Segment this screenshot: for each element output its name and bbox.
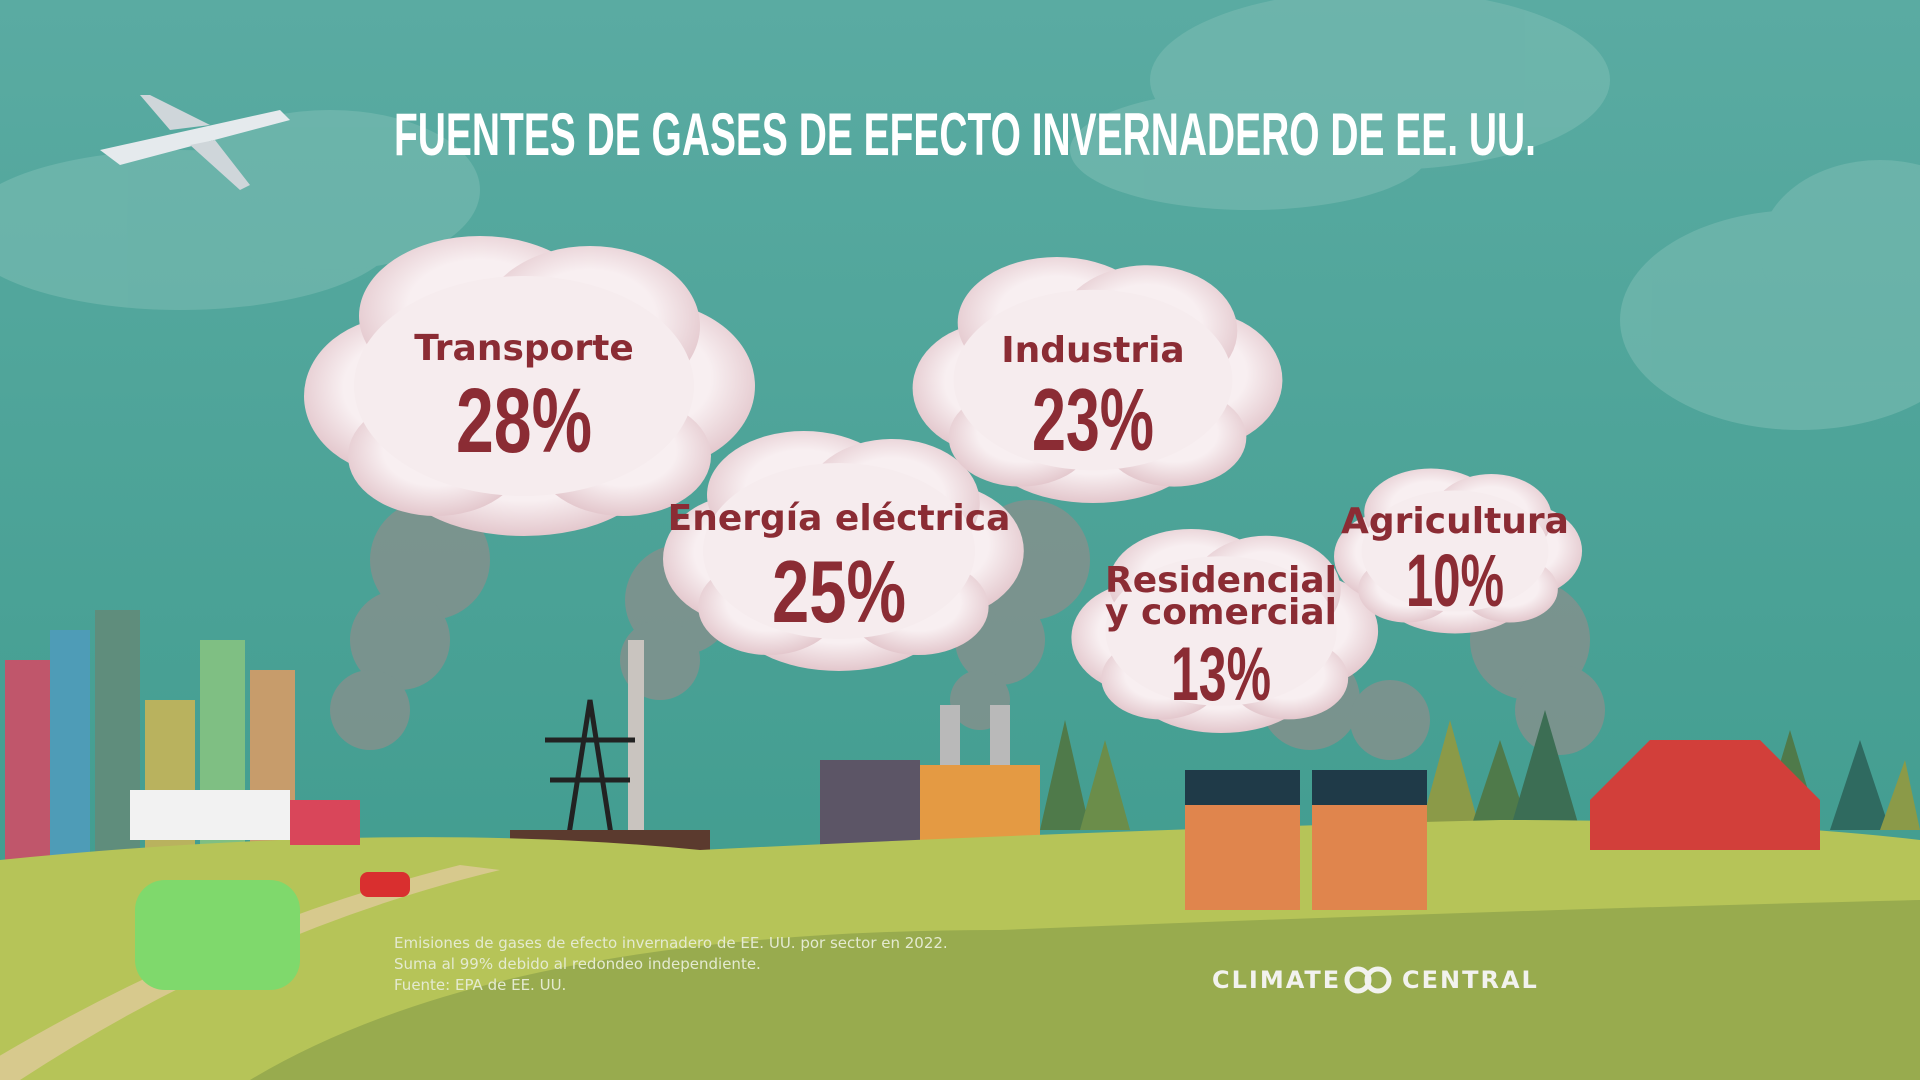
sector-label: Energía eléctrica [668,498,1011,539]
sector-value: 28% [456,370,592,472]
footnote-line: Suma al 99% debido al redondeo independi… [394,955,761,973]
sector-value: 23% [1032,370,1154,469]
cloud-core [1105,556,1337,706]
hill-front [250,900,1920,1080]
logo: CLIMATE CENTRAL [1212,966,1539,994]
vehicles [130,790,410,990]
sector-value: 25% [772,542,906,641]
road [0,865,500,1080]
background-clouds [0,0,1920,430]
title: FUENTES DE GASES DE EFECTO INVERNADERO D… [394,101,1536,168]
logo-right: CENTRAL [1402,966,1539,994]
barn [1590,740,1820,850]
logo-left: CLIMATE [1212,966,1341,994]
cloud-core [953,289,1233,471]
cloud-core [1361,490,1549,612]
sector-value: 13% [1171,632,1271,717]
houses [1185,770,1427,910]
sector-label: Residencial [1105,560,1337,601]
cloud-core [354,276,694,496]
airplane [100,95,290,190]
sector-label: y comercial [1105,592,1337,633]
sector-label: Agricultura [1341,501,1569,542]
sector-label: Transporte [414,328,634,369]
logo-ring [1364,966,1392,994]
footnote: Emisiones de gases de efecto invernadero… [394,934,948,994]
city [5,610,295,860]
footnote-line: Fuente: EPA de EE. UU. [394,976,566,994]
footnote-line: Emisiones de gases de efecto invernadero… [394,934,948,952]
sector-label: Industria [1001,330,1184,371]
sector-value: 10% [1406,539,1504,622]
cloud-core [703,463,975,639]
